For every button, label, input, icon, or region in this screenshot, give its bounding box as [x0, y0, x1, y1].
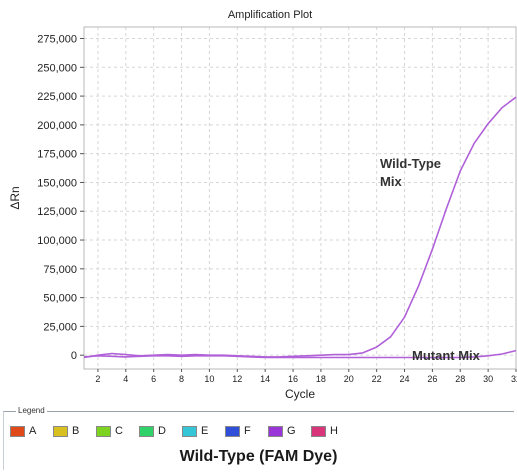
amplification-plot: Amplification Plot 0 25,000 50,000 75,000 10…: [8, 9, 517, 401]
legend-item-b: B: [53, 425, 96, 437]
y-tick-label: 100,000: [37, 235, 77, 247]
legend-item-f: F: [225, 425, 268, 437]
legend-item-g: G: [268, 425, 311, 437]
x-tick-label: 16: [288, 374, 298, 384]
x-tick-label: 18: [316, 374, 326, 384]
legend-swatch: [53, 425, 68, 437]
legend-label: B: [72, 425, 80, 437]
legend-swatch: [311, 425, 326, 437]
x-axis-ticks: 2468101214161820222426283032: [95, 369, 517, 384]
mutant-curve: [83, 349, 517, 359]
x-tick-label: 12: [232, 374, 242, 384]
wild-type-annotation-line1: Wild-Type: [380, 156, 441, 171]
x-tick-label: 24: [400, 374, 410, 384]
x-tick-label: 8: [179, 374, 184, 384]
x-tick-label: 10: [204, 374, 214, 384]
y-tick-label: 225,000: [37, 91, 77, 103]
legend-swatch: [225, 425, 240, 437]
legend-item-c: C: [96, 425, 139, 437]
y-axis-label: ΔRn: [8, 186, 22, 209]
legend-item-d: D: [139, 425, 182, 437]
plot-area-frame: [83, 26, 517, 370]
x-tick-label: 26: [427, 374, 437, 384]
y-tick-label: 25,000: [43, 321, 77, 333]
y-tick-label: 50,000: [43, 293, 77, 305]
x-tick-label: 2: [95, 374, 100, 384]
legend-label: C: [115, 425, 123, 437]
legend-panel: Legend A B C D E F G H: [3, 406, 514, 470]
y-tick-label: 150,000: [37, 177, 77, 189]
legend-label: G: [287, 425, 296, 437]
wild-type-curve: [83, 96, 517, 359]
grid-lines: [84, 27, 517, 369]
x-tick-label: 20: [344, 374, 354, 384]
legend-item-h: H: [311, 425, 354, 437]
y-tick-label: 250,000: [37, 62, 77, 74]
legend-label: E: [201, 425, 209, 437]
x-tick-label: 22: [372, 374, 382, 384]
y-tick-label: 75,000: [43, 264, 77, 276]
legend-swatch: [268, 425, 283, 437]
y-tick-label: 0: [71, 350, 77, 362]
legend-swatch: [182, 425, 197, 437]
legend-label: A: [29, 425, 37, 437]
x-tick-label: 28: [455, 374, 465, 384]
legend-title: Legend: [16, 406, 47, 416]
legend-label: F: [244, 425, 251, 437]
legend-item-a: A: [10, 425, 53, 437]
y-tick-label: 125,000: [37, 206, 77, 218]
legend-swatch: [10, 425, 25, 437]
legend-label: D: [158, 425, 166, 437]
y-tick-label: 200,000: [37, 120, 77, 132]
figure-caption: Wild-Type (FAM Dye): [179, 448, 338, 465]
legend-swatch: [139, 425, 154, 437]
x-tick-label: 32: [511, 374, 517, 384]
wild-type-annotation-line2: Mix: [380, 174, 402, 189]
mutant-annotation: Mutant Mix: [412, 348, 481, 363]
y-axis-ticks: 0 25,000 50,000 75,000 100,000 125,000 150,000…: [37, 34, 84, 362]
x-tick-label: 30: [483, 374, 493, 384]
x-tick-label: 6: [151, 374, 156, 384]
legend-label: H: [330, 425, 338, 437]
legend-swatch: [96, 425, 111, 437]
chart-title: Amplification Plot: [228, 9, 312, 21]
x-tick-label: 4: [123, 374, 128, 384]
series-group: [83, 96, 517, 359]
y-tick-label: 175,000: [37, 149, 77, 161]
x-tick-label: 14: [260, 374, 270, 384]
legend-item-e: E: [182, 425, 225, 437]
x-axis-label: Cycle: [285, 387, 315, 401]
legend-items: A B C D E F G H: [10, 425, 354, 437]
y-tick-label: 275,000: [37, 34, 77, 46]
